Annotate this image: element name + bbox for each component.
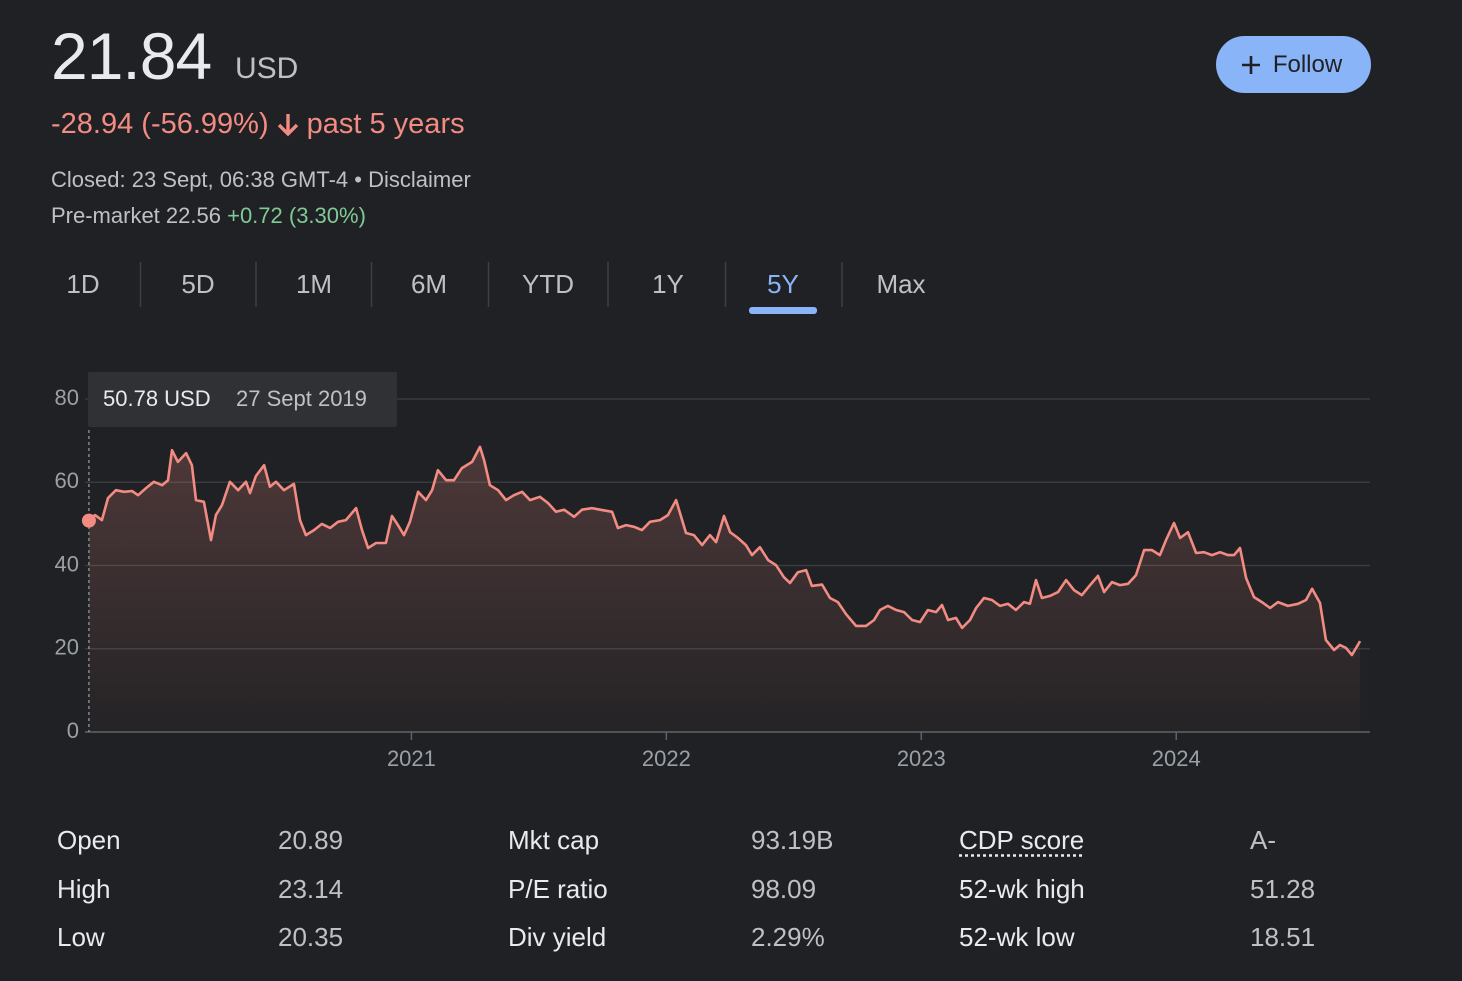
price-line [88, 445, 1362, 657]
tooltip-box [88, 372, 397, 427]
down-arrow-icon [277, 113, 298, 136]
stat-label: High [57, 874, 111, 904]
disclaimer-link[interactable]: Disclaimer [368, 167, 471, 192]
follow-label: Follow [1272, 50, 1343, 78]
stat-label: 52-wk high [959, 874, 1085, 904]
stat-value: 20.35 [278, 922, 344, 952]
stat-value: 98.09 [751, 874, 817, 904]
range-tab[interactable]: 1Y [652, 269, 684, 299]
stat-label: Low [57, 922, 105, 952]
hover-point [81, 513, 96, 528]
follow-button[interactable]: Follow [1216, 36, 1371, 93]
stat-value: 23.14 [278, 874, 344, 904]
stat-label: CDP score [959, 825, 1085, 855]
x-tick-label: 2023 [897, 746, 946, 771]
area-fill [88, 446, 1361, 732]
stat-value: 2.29% [751, 922, 825, 952]
premarket-change: +0.72 (3.30%) [227, 203, 366, 228]
stat-value: 93.19B [751, 825, 834, 855]
currency: USD [235, 52, 299, 85]
change-line: -28.94 (-56.99%) past 5 years [51, 108, 465, 141]
y-tick-label: 0 [67, 718, 79, 743]
stat-label: Mkt cap [508, 825, 600, 855]
tooltip: 50.78 USD 27 Sept 2019 [88, 372, 397, 427]
price: 21.84 [51, 19, 212, 93]
closed: Closed: 23 Sept, 06:38 GMT-4 [51, 167, 349, 192]
closed-line: Closed: 23 Sept, 06:38 GMT-4 • Disclaime… [51, 167, 471, 193]
tooltip-value: 50.78 USD [103, 386, 211, 411]
stat-value: 18.51 [1250, 922, 1316, 952]
x-tick-label: 2022 [642, 746, 691, 771]
stat-value: 20.89 [278, 825, 344, 855]
plus-icon [1241, 55, 1260, 74]
stat-label: Div yield [508, 922, 607, 952]
range-tab[interactable]: 5D [181, 269, 214, 299]
stat-label: P/E ratio [508, 874, 608, 904]
period: past 5 years [306, 108, 465, 140]
tab-indicator [749, 307, 817, 314]
x-tick-label: 2021 [387, 746, 436, 771]
stat-label: 52-wk low [959, 922, 1075, 952]
stat-label: Open [57, 825, 121, 855]
separator: • [354, 167, 362, 192]
range-tab[interactable]: 6M [411, 269, 447, 299]
chart: 1D 5D 1M 6M YTD 1Y 5Y Max 0 20 40 60 80 2021 2022 2023 2… [55, 262, 1370, 771]
range-tab[interactable]: Max [876, 269, 925, 299]
tooltip-date: 27 Sept 2019 [236, 386, 367, 411]
stat-value: A- [1250, 825, 1276, 855]
y-tick-label: 40 [55, 551, 79, 576]
range-tab[interactable]: YTD [522, 269, 574, 299]
change: -28.94 (-56.99%) [51, 108, 269, 140]
premarket-line: Pre-market 22.56 +0.72 (3.30%) [51, 203, 366, 229]
range-tab[interactable]: 1D [66, 269, 99, 299]
range-tab[interactable]: 5Y [767, 269, 799, 299]
y-tick-label: 80 [55, 385, 79, 410]
y-tick-label: 60 [55, 468, 79, 493]
y-tick-label: 20 [55, 635, 79, 660]
x-tick-label: 2024 [1152, 746, 1201, 771]
stat-value: 51.28 [1250, 874, 1316, 904]
premarket: Pre-market 22.56 [51, 203, 221, 228]
range-tab[interactable]: 1M [296, 269, 332, 299]
